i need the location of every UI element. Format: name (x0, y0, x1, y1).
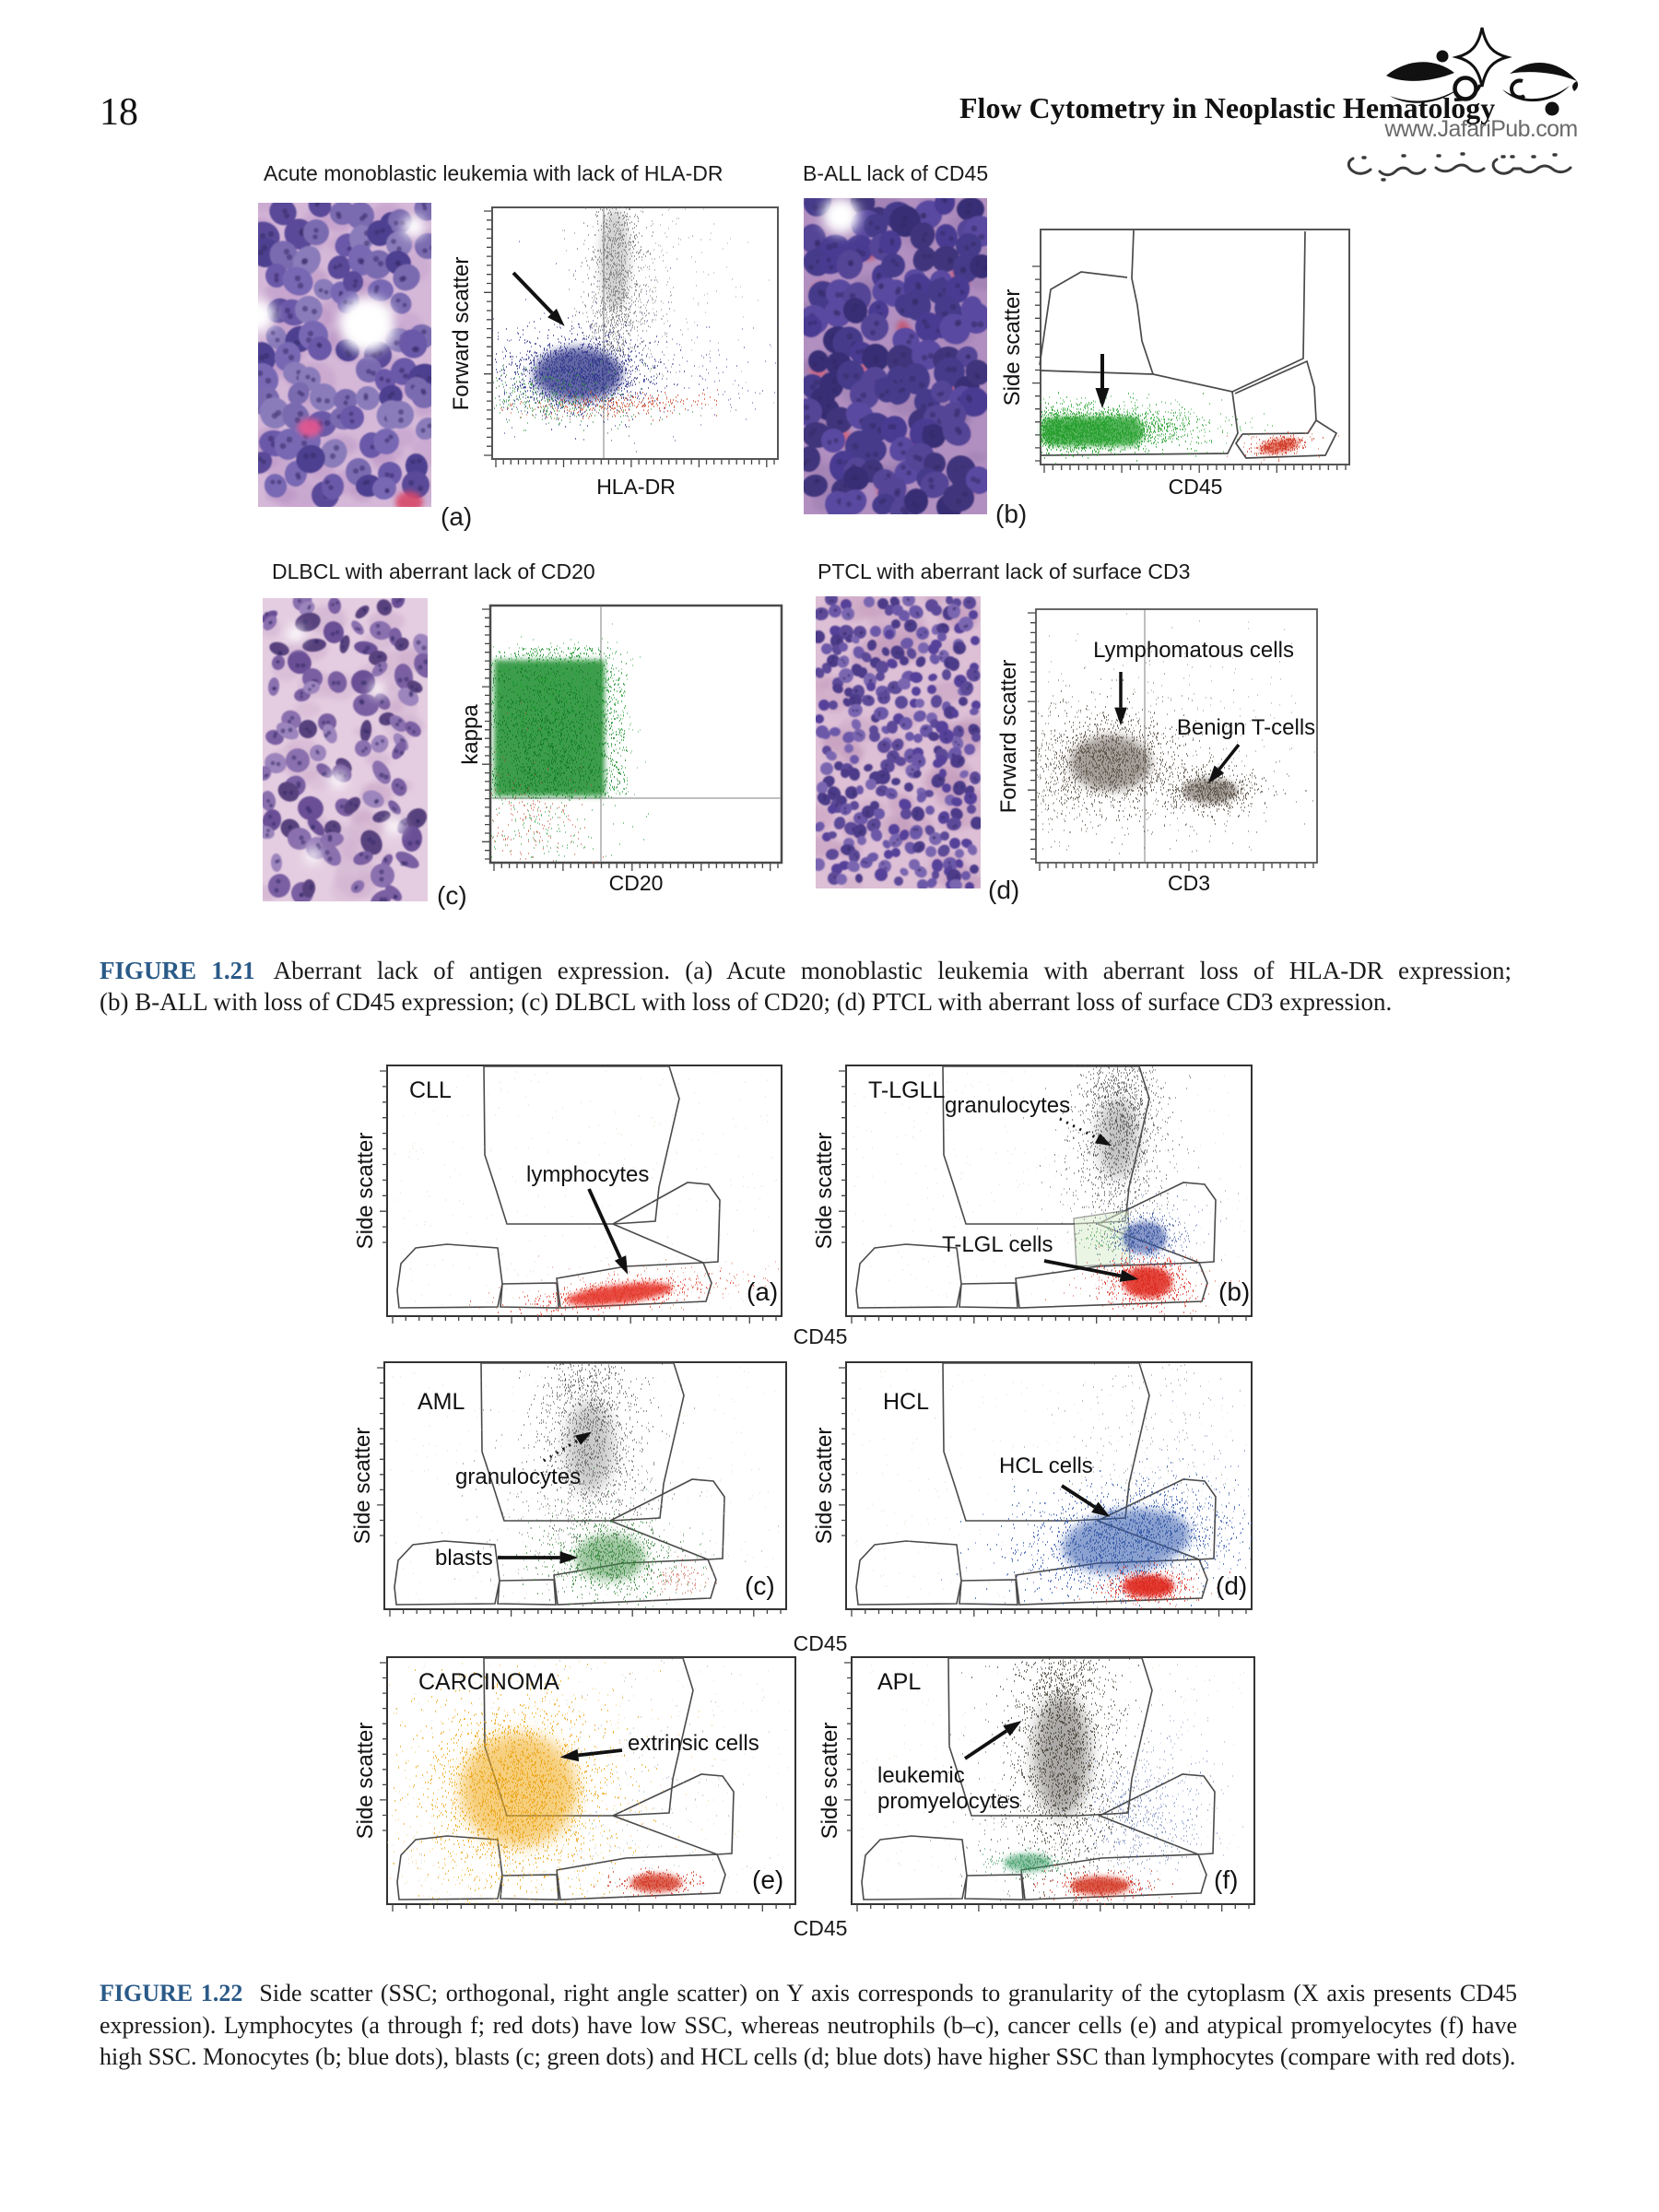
svg-text:Lymphomatous cells: Lymphomatous cells (1093, 638, 1294, 663)
svg-text:granulocytes: granulocytes (945, 1093, 1070, 1118)
svg-text:CD3: CD3 (1168, 871, 1210, 895)
svg-text:Side scatter: Side scatter (353, 1133, 378, 1250)
svg-text:APL: APL (877, 1669, 921, 1695)
svg-text:Forward scatter: Forward scatter (996, 660, 1021, 814)
svg-text:promyelocytes: promyelocytes (877, 1789, 1020, 1814)
svg-text:HCL cells: HCL cells (999, 1453, 1093, 1478)
svg-text:Side scatter: Side scatter (812, 1428, 837, 1545)
svg-text:(d): (d) (1216, 1571, 1247, 1600)
svg-text:(c): (c) (745, 1571, 775, 1600)
svg-text:CD45: CD45 (1169, 475, 1223, 499)
svg-text:CD20: CD20 (609, 871, 664, 895)
svg-text:Benign T-cells: Benign T-cells (1177, 715, 1315, 740)
svg-text:Forward scatter: Forward scatter (450, 257, 474, 411)
svg-text:(e): (e) (752, 1865, 783, 1894)
svg-text:HLA-DR: HLA-DR (596, 475, 676, 499)
svg-text:(f): (f) (1214, 1865, 1238, 1894)
svg-text:AML: AML (418, 1389, 465, 1415)
svg-text:kappa: kappa (458, 704, 483, 765)
svg-text:HCL: HCL (883, 1389, 929, 1415)
svg-text:(b): (b) (1218, 1277, 1250, 1306)
svg-text:extrinsic cells: extrinsic cells (628, 1731, 759, 1756)
svg-text:T-LGL cells: T-LGL cells (942, 1232, 1053, 1257)
svg-text:Side scatter: Side scatter (812, 1133, 837, 1250)
svg-text:CARCINOMA: CARCINOMA (418, 1669, 559, 1695)
svg-text:Side scatter: Side scatter (353, 1723, 378, 1840)
svg-text:Side scatter: Side scatter (818, 1723, 842, 1840)
svg-text:T-LGLL: T-LGLL (868, 1077, 945, 1103)
svg-text:Side scatter: Side scatter (1000, 289, 1025, 406)
svg-text:Side scatter: Side scatter (351, 1428, 375, 1545)
svg-text:blasts: blasts (435, 1546, 493, 1571)
svg-text:lymphocytes: lymphocytes (526, 1162, 649, 1187)
svg-text:CLL: CLL (409, 1077, 452, 1103)
svg-text:leukemic: leukemic (877, 1763, 965, 1788)
svg-text:(a): (a) (747, 1277, 778, 1306)
svg-text:granulocytes: granulocytes (455, 1465, 581, 1489)
